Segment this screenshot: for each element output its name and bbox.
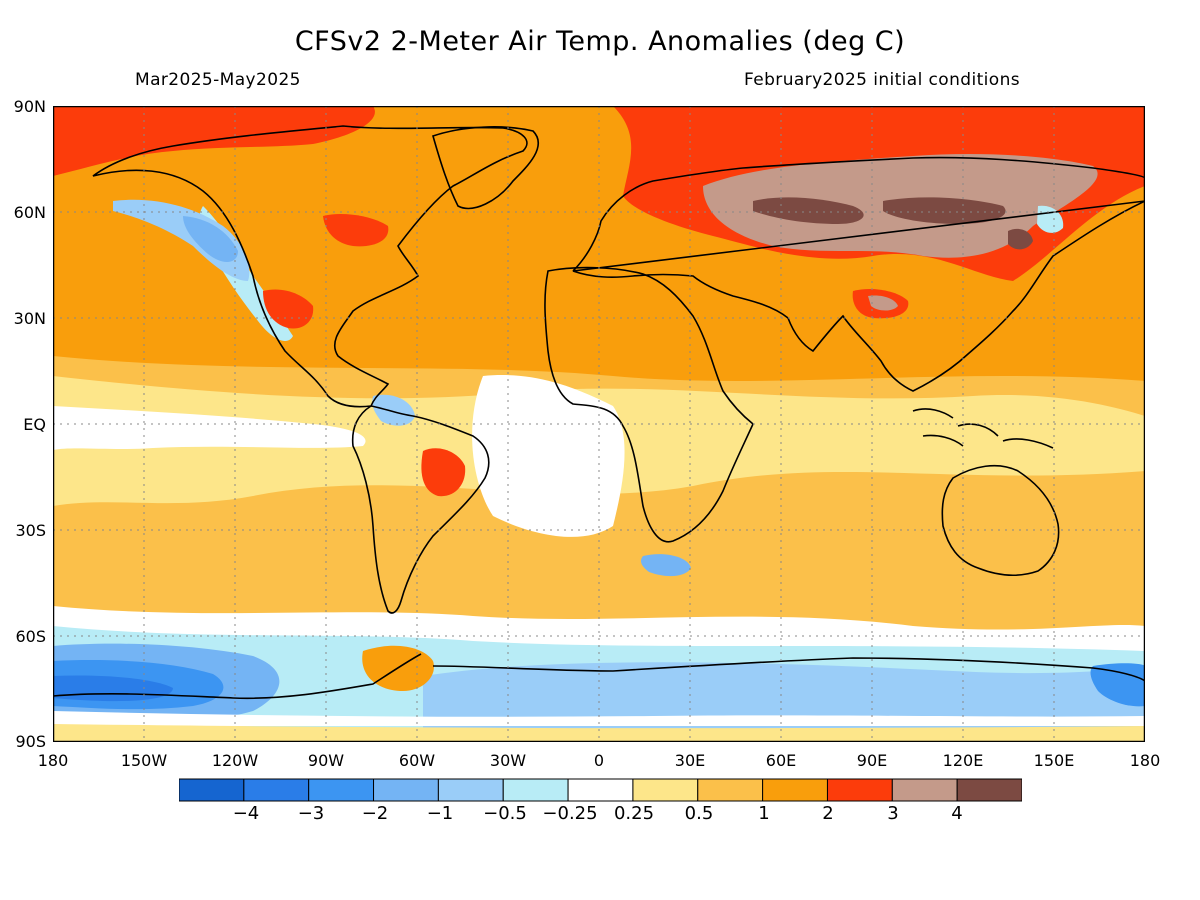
colorbar-label: −0.5 <box>483 803 527 824</box>
lon-label-150w: 150W <box>120 751 168 770</box>
colorbar-swatch <box>308 778 375 802</box>
initial-conditions: February2025 initial conditions <box>744 70 1021 90</box>
south-america-coast <box>351 405 490 614</box>
colorbar-swatch <box>502 778 569 802</box>
siberia-extreme-2 <box>883 197 1006 224</box>
lon-label-180w: 180 <box>37 751 69 770</box>
colorbar-swatch <box>826 778 893 802</box>
brazil-hot <box>421 448 466 497</box>
chart-title: CFSv2 2-Meter Air Temp. Anomalies (deg C… <box>294 26 906 57</box>
lat-lon-grid <box>53 106 1145 742</box>
colorbar-label: −3 <box>297 803 325 824</box>
lon-label-60e: 60E <box>765 751 797 770</box>
colorbar-swatch <box>956 778 1022 802</box>
lon-label-60w: 60W <box>398 751 436 770</box>
lat-label-eq: EQ <box>23 415 46 434</box>
lon-label-150e: 150E <box>1033 751 1075 770</box>
lat-label-30n: 30N <box>13 309 46 328</box>
lon-label-90e: 90E <box>856 751 888 770</box>
colorbar-swatch <box>891 778 958 802</box>
australia-coast <box>941 464 1060 577</box>
colorbar-label: 2 <box>822 803 834 824</box>
lon-label-90w: 90W <box>307 751 345 770</box>
arctic-hot-west <box>53 106 375 176</box>
gulf-of-alaska-cool <box>113 199 250 281</box>
us-southwest-hot <box>263 289 314 329</box>
lon-label-180e: 180 <box>1129 751 1161 770</box>
colorbar-swatch <box>697 778 764 802</box>
colorbar-swatch <box>437 778 504 802</box>
greenland-coast <box>432 126 540 210</box>
lat-label-90s: 90S <box>15 732 46 751</box>
lon-label-120w: 120W <box>211 751 259 770</box>
colorbar-label: 3 <box>887 803 899 824</box>
antarctica-coast <box>53 653 1145 700</box>
anomaly-map <box>53 106 1145 742</box>
coastlines <box>53 125 1145 700</box>
colorbar-swatch <box>762 778 828 802</box>
colorbar-label: −2 <box>361 803 389 824</box>
lat-label-60s: 60S <box>15 627 46 646</box>
maritime-continent-coast <box>912 408 1054 449</box>
colorbar-swatch <box>243 778 310 802</box>
map-border <box>53 106 1145 742</box>
amazon-cool <box>372 394 415 426</box>
colorbar-label: 1 <box>758 803 770 824</box>
colorbar-label: 0.25 <box>613 803 655 824</box>
lon-label-0: 0 <box>593 751 605 770</box>
south-atlantic-cool <box>641 554 691 577</box>
ross-sea-cool <box>1090 663 1145 707</box>
siberia-extreme-3 <box>1008 228 1033 250</box>
lat-label-30s: 30S <box>15 521 46 540</box>
colorbar-swatch <box>632 778 699 802</box>
colorbar-swatch <box>179 778 245 802</box>
tibet-very-hot <box>868 295 898 311</box>
north-america-coast <box>92 125 528 408</box>
lat-label-60n: 60N <box>13 203 46 222</box>
forecast-period: Mar2025-May2025 <box>135 70 301 90</box>
colorbar-swatch <box>373 778 439 802</box>
africa-coast <box>544 266 754 543</box>
colorbar-label: 0.5 <box>684 803 714 824</box>
colorbar-swatch <box>567 778 634 802</box>
lon-label-30e: 30E <box>674 751 706 770</box>
colorbar-label: 4 <box>951 803 963 824</box>
alaska-cool-mid <box>183 216 238 262</box>
equatorial-atlantic-neutral <box>472 375 625 537</box>
eurasia-coast <box>572 156 1145 392</box>
hudson-hot <box>323 214 389 247</box>
lon-label-120e: 120E <box>942 751 984 770</box>
colorbar-label: −0.25 <box>542 803 598 824</box>
colorbar <box>179 778 1022 802</box>
colorbar-label: −1 <box>426 803 454 824</box>
colorbar-label: −4 <box>232 803 260 824</box>
equatorial-pacific-neutral <box>53 406 366 450</box>
lon-label-30w: 30W <box>489 751 527 770</box>
lat-label-90n: 90N <box>13 97 46 116</box>
